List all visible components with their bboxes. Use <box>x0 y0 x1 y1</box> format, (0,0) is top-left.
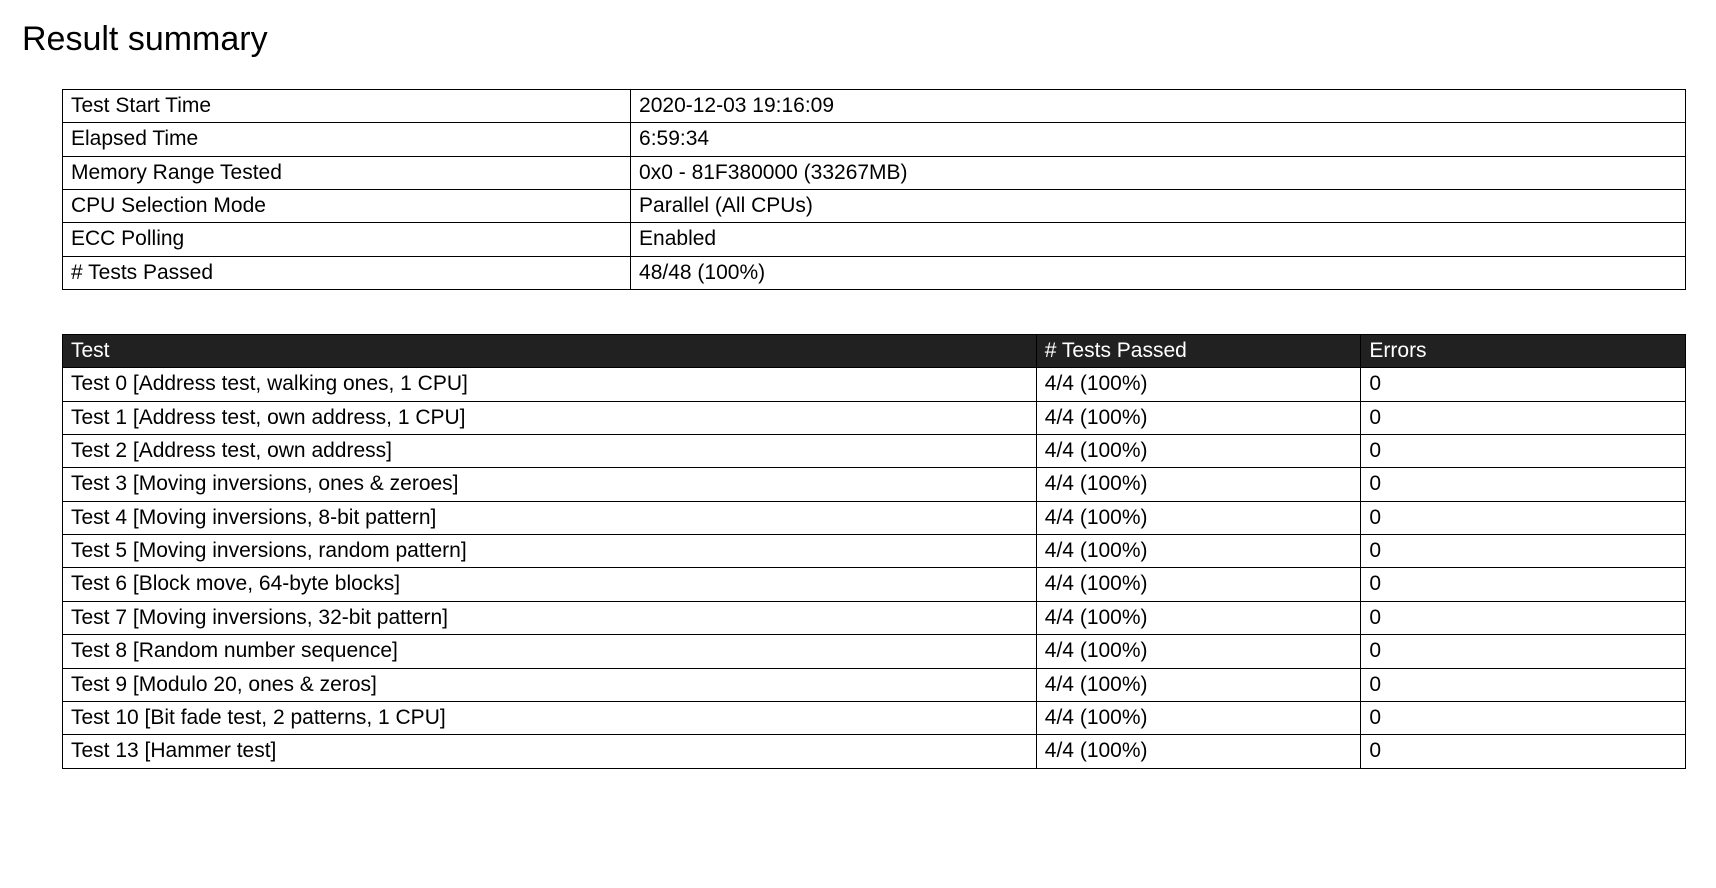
results-cell-test: Test 9 [Modulo 20, ones & zeros] <box>63 668 1037 701</box>
results-cell-passed: 4/4 (100%) <box>1036 401 1361 434</box>
results-cell-errors: 0 <box>1361 701 1686 734</box>
results-row: Test 7 [Moving inversions, 32-bit patter… <box>63 601 1686 634</box>
results-cell-errors: 0 <box>1361 735 1686 768</box>
results-cell-passed: 4/4 (100%) <box>1036 368 1361 401</box>
summary-row: Test Start Time2020-12-03 19:16:09 <box>63 90 1686 123</box>
summary-value: 0x0 - 81F380000 (33267MB) <box>631 156 1686 189</box>
results-row: Test 8 [Random number sequence]4/4 (100%… <box>63 635 1686 668</box>
results-cell-passed: 4/4 (100%) <box>1036 701 1361 734</box>
results-cell-errors: 0 <box>1361 435 1686 468</box>
results-cell-passed: 4/4 (100%) <box>1036 568 1361 601</box>
summary-value: 48/48 (100%) <box>631 256 1686 289</box>
results-header-row: Test # Tests Passed Errors <box>63 335 1686 368</box>
results-cell-passed: 4/4 (100%) <box>1036 468 1361 501</box>
results-cell-passed: 4/4 (100%) <box>1036 601 1361 634</box>
results-cell-test: Test 2 [Address test, own address] <box>63 435 1037 468</box>
results-cell-errors: 0 <box>1361 601 1686 634</box>
results-row: Test 10 [Bit fade test, 2 patterns, 1 CP… <box>63 701 1686 734</box>
results-row: Test 4 [Moving inversions, 8-bit pattern… <box>63 501 1686 534</box>
results-cell-errors: 0 <box>1361 668 1686 701</box>
results-cell-passed: 4/4 (100%) <box>1036 735 1361 768</box>
results-cell-test: Test 13 [Hammer test] <box>63 735 1037 768</box>
tables-container: Test Start Time2020-12-03 19:16:09Elapse… <box>20 89 1696 769</box>
results-cell-passed: 4/4 (100%) <box>1036 501 1361 534</box>
results-cell-test: Test 6 [Block move, 64-byte blocks] <box>63 568 1037 601</box>
results-cell-errors: 0 <box>1361 401 1686 434</box>
summary-row: # Tests Passed48/48 (100%) <box>63 256 1686 289</box>
results-cell-errors: 0 <box>1361 535 1686 568</box>
summary-row: ECC PollingEnabled <box>63 223 1686 256</box>
results-cell-passed: 4/4 (100%) <box>1036 635 1361 668</box>
summary-row: Memory Range Tested0x0 - 81F380000 (3326… <box>63 156 1686 189</box>
results-cell-errors: 0 <box>1361 568 1686 601</box>
results-table: Test # Tests Passed Errors Test 0 [Addre… <box>62 334 1686 768</box>
summary-value: Enabled <box>631 223 1686 256</box>
results-cell-test: Test 10 [Bit fade test, 2 patterns, 1 CP… <box>63 701 1037 734</box>
results-header-errors: Errors <box>1361 335 1686 368</box>
results-header-test: Test <box>63 335 1037 368</box>
results-cell-test: Test 7 [Moving inversions, 32-bit patter… <box>63 601 1037 634</box>
results-row: Test 5 [Moving inversions, random patter… <box>63 535 1686 568</box>
summary-table: Test Start Time2020-12-03 19:16:09Elapse… <box>62 89 1686 290</box>
summary-value: 2020-12-03 19:16:09 <box>631 90 1686 123</box>
results-row: Test 3 [Moving inversions, ones & zeroes… <box>63 468 1686 501</box>
results-cell-errors: 0 <box>1361 468 1686 501</box>
results-row: Test 2 [Address test, own address]4/4 (1… <box>63 435 1686 468</box>
results-cell-passed: 4/4 (100%) <box>1036 435 1361 468</box>
results-row: Test 1 [Address test, own address, 1 CPU… <box>63 401 1686 434</box>
summary-label: CPU Selection Mode <box>63 190 631 223</box>
summary-label: # Tests Passed <box>63 256 631 289</box>
page-title: Result summary <box>20 20 1696 59</box>
summary-row: CPU Selection ModeParallel (All CPUs) <box>63 190 1686 223</box>
results-cell-errors: 0 <box>1361 635 1686 668</box>
results-cell-test: Test 3 [Moving inversions, ones & zeroes… <box>63 468 1037 501</box>
results-cell-passed: 4/4 (100%) <box>1036 668 1361 701</box>
results-row: Test 13 [Hammer test]4/4 (100%)0 <box>63 735 1686 768</box>
results-cell-test: Test 5 [Moving inversions, random patter… <box>63 535 1037 568</box>
summary-label: Elapsed Time <box>63 123 631 156</box>
results-cell-test: Test 4 [Moving inversions, 8-bit pattern… <box>63 501 1037 534</box>
summary-row: Elapsed Time6:59:34 <box>63 123 1686 156</box>
results-cell-passed: 4/4 (100%) <box>1036 535 1361 568</box>
results-cell-test: Test 8 [Random number sequence] <box>63 635 1037 668</box>
summary-label: ECC Polling <box>63 223 631 256</box>
summary-value: 6:59:34 <box>631 123 1686 156</box>
results-row: Test 6 [Block move, 64-byte blocks]4/4 (… <box>63 568 1686 601</box>
results-cell-errors: 0 <box>1361 501 1686 534</box>
results-header-passed: # Tests Passed <box>1036 335 1361 368</box>
results-row: Test 9 [Modulo 20, ones & zeros]4/4 (100… <box>63 668 1686 701</box>
results-cell-test: Test 0 [Address test, walking ones, 1 CP… <box>63 368 1037 401</box>
summary-label: Memory Range Tested <box>63 156 631 189</box>
summary-value: Parallel (All CPUs) <box>631 190 1686 223</box>
results-row: Test 0 [Address test, walking ones, 1 CP… <box>63 368 1686 401</box>
results-cell-test: Test 1 [Address test, own address, 1 CPU… <box>63 401 1037 434</box>
summary-label: Test Start Time <box>63 90 631 123</box>
results-cell-errors: 0 <box>1361 368 1686 401</box>
